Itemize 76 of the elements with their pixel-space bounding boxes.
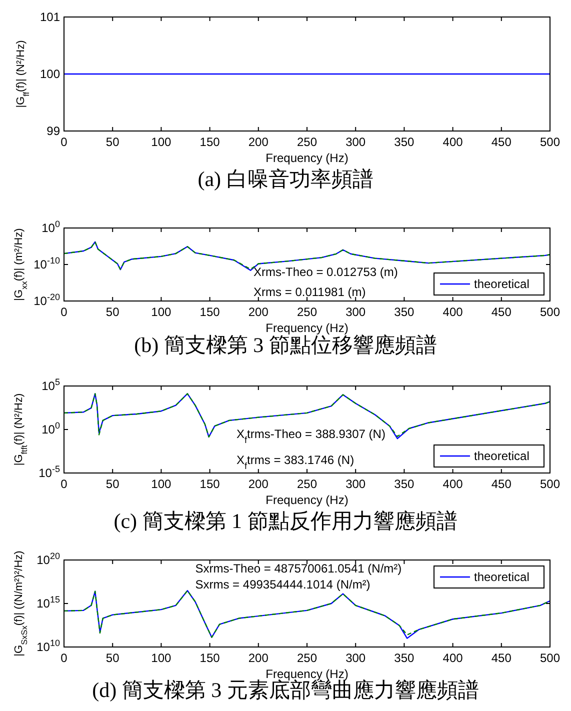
x-tick-label: 100	[151, 135, 172, 149]
x-axis-title: Frequency (Hz)	[266, 321, 348, 335]
y-tick-label: 100	[40, 67, 60, 81]
x-tick-label: 500	[540, 477, 560, 491]
x-tick-label: 100	[151, 305, 172, 319]
x-tick-label: 250	[296, 651, 318, 665]
x-tick-label: 250	[296, 305, 318, 319]
x-tick-label: 450	[491, 135, 512, 149]
legend: theoretical	[434, 272, 544, 296]
x-tick-label: 50	[106, 305, 120, 319]
annotation: Sxrms-Theo = 487570061.0541 (N/m²)	[195, 562, 402, 576]
legend: theoretical	[434, 444, 544, 468]
y-tick-label: 10$^{0}$	[42, 420, 60, 436]
legend-label: theoretical	[474, 277, 530, 291]
y-tick-label: 10$^{0}$	[42, 219, 60, 235]
x-tick-label: 150	[200, 651, 220, 665]
annotation: Sxrms = 499354444.1014 (N/m²)	[195, 577, 370, 592]
text: (b) 簡支樑第 3 節點位移響應頻譜	[134, 333, 437, 357]
annotation: Xrms-Theo = 0.012753 (m)	[254, 264, 398, 279]
x-tick-label: 250	[296, 135, 318, 149]
x-tick-label: 350	[394, 477, 415, 491]
x-tick-label: 50	[106, 651, 120, 665]
x-axis-title: Frequency (Hz)	[266, 493, 348, 507]
x-tick-label: 150	[200, 477, 220, 491]
x-tick-label: 50	[106, 135, 120, 149]
text: (d) 簡支樑第 3 元素底部彎曲應力響應頻譜	[92, 678, 479, 702]
y-tick-label: 10$^{-10}$	[34, 256, 60, 272]
y-tick-label: 99	[46, 124, 60, 138]
x-tick-label: 300	[346, 477, 366, 491]
x-tick-label: 50	[106, 477, 120, 491]
x-tick-label: 100	[151, 477, 172, 491]
y-tick-label: 101	[40, 10, 60, 24]
x-tick-label: 400	[442, 305, 464, 319]
x-tick-label: 450	[491, 305, 512, 319]
x-axis-title: Frequency (Hz)	[266, 667, 348, 681]
y-tick-label: 10$^{5}$	[42, 377, 60, 393]
x-tick-label: 0	[60, 305, 68, 319]
y-tick-label: 10$^{10}$	[36, 638, 60, 654]
x-tick-label: 300	[346, 651, 366, 665]
x-tick-label: 0	[60, 135, 68, 149]
x-tick-label: 150	[200, 305, 220, 319]
text: (a) 白噪音功率頻譜	[198, 167, 374, 191]
x-tick-label: 350	[394, 651, 415, 665]
x-tick-label: 500	[540, 651, 560, 665]
x-tick-label: 0	[60, 477, 68, 491]
annotation: Xrms = 0.011981 (m)	[254, 285, 366, 300]
legend-label: theoretical	[474, 570, 530, 584]
x-tick-label: 250	[296, 477, 318, 491]
x-tick-label: 400	[442, 477, 464, 491]
x-tick-label: 400	[442, 651, 464, 665]
y-tick-label: 10$^{-20}$	[34, 292, 60, 308]
x-tick-label: 500	[540, 135, 560, 149]
x-tick-label: 200	[248, 135, 269, 149]
y-tick-label: 10$^{15}$	[36, 594, 60, 610]
x-tick-label: 200	[248, 651, 269, 665]
text: (c) 簡支樑第 1 節點反作用力響應頻譜	[114, 509, 458, 533]
y-tick-label: 10$^{20}$	[36, 551, 60, 567]
y-tick-label: 10$^{-5}$	[38, 464, 60, 480]
x-tick-label: 400	[442, 135, 464, 149]
x-tick-label: 200	[248, 305, 269, 319]
x-tick-label: 300	[346, 135, 366, 149]
annotation: X$_{f}$trms-Theo = 388.9307 (N)	[236, 426, 386, 445]
x-tick-label: 100	[151, 651, 172, 665]
x-tick-label: 300	[346, 305, 366, 319]
legend: theoretical	[434, 566, 544, 588]
x-tick-label: 350	[394, 305, 415, 319]
legend-label: theoretical	[474, 449, 530, 463]
x-tick-label: 200	[248, 477, 269, 491]
x-tick-label: 150	[200, 135, 220, 149]
x-tick-label: 500	[540, 305, 560, 319]
x-tick-label: 450	[491, 651, 512, 665]
x-tick-label: 450	[491, 477, 512, 491]
x-tick-label: 350	[394, 135, 415, 149]
x-axis-title: Frequency (Hz)	[266, 151, 348, 165]
x-tick-label: 0	[60, 651, 68, 665]
annotation: X$_{f}$trms = 383.1746 (N)	[236, 452, 354, 471]
